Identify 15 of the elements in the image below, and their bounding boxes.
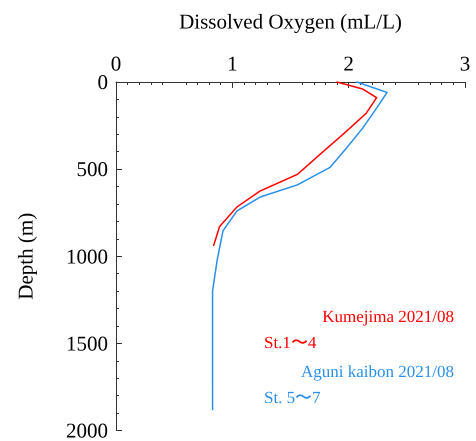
annotation: St.1〜4 — [264, 333, 317, 352]
y-axis-title: Depth (m) — [14, 212, 38, 300]
x-tick-label: 3 — [460, 52, 470, 76]
y-tick-label: 1000 — [66, 244, 108, 268]
text: Kumejima 2021/08 — [322, 307, 454, 326]
text: Aguni kaibon 2021/08 — [301, 362, 454, 381]
x-tick-label: 1 — [227, 52, 238, 76]
line-series — [212, 81, 378, 246]
x-tick-label: 2 — [343, 52, 354, 76]
annotation: St. 5〜7 — [264, 388, 322, 407]
y-tick-label: 500 — [76, 157, 108, 182]
y-tick-label: 0 — [98, 70, 108, 94]
x-axis-title: Dissolved Oxygen (mL/L) — [179, 10, 402, 34]
y-tick-label: 2000 — [66, 418, 108, 441]
y-tick-label: 1500 — [66, 331, 108, 356]
